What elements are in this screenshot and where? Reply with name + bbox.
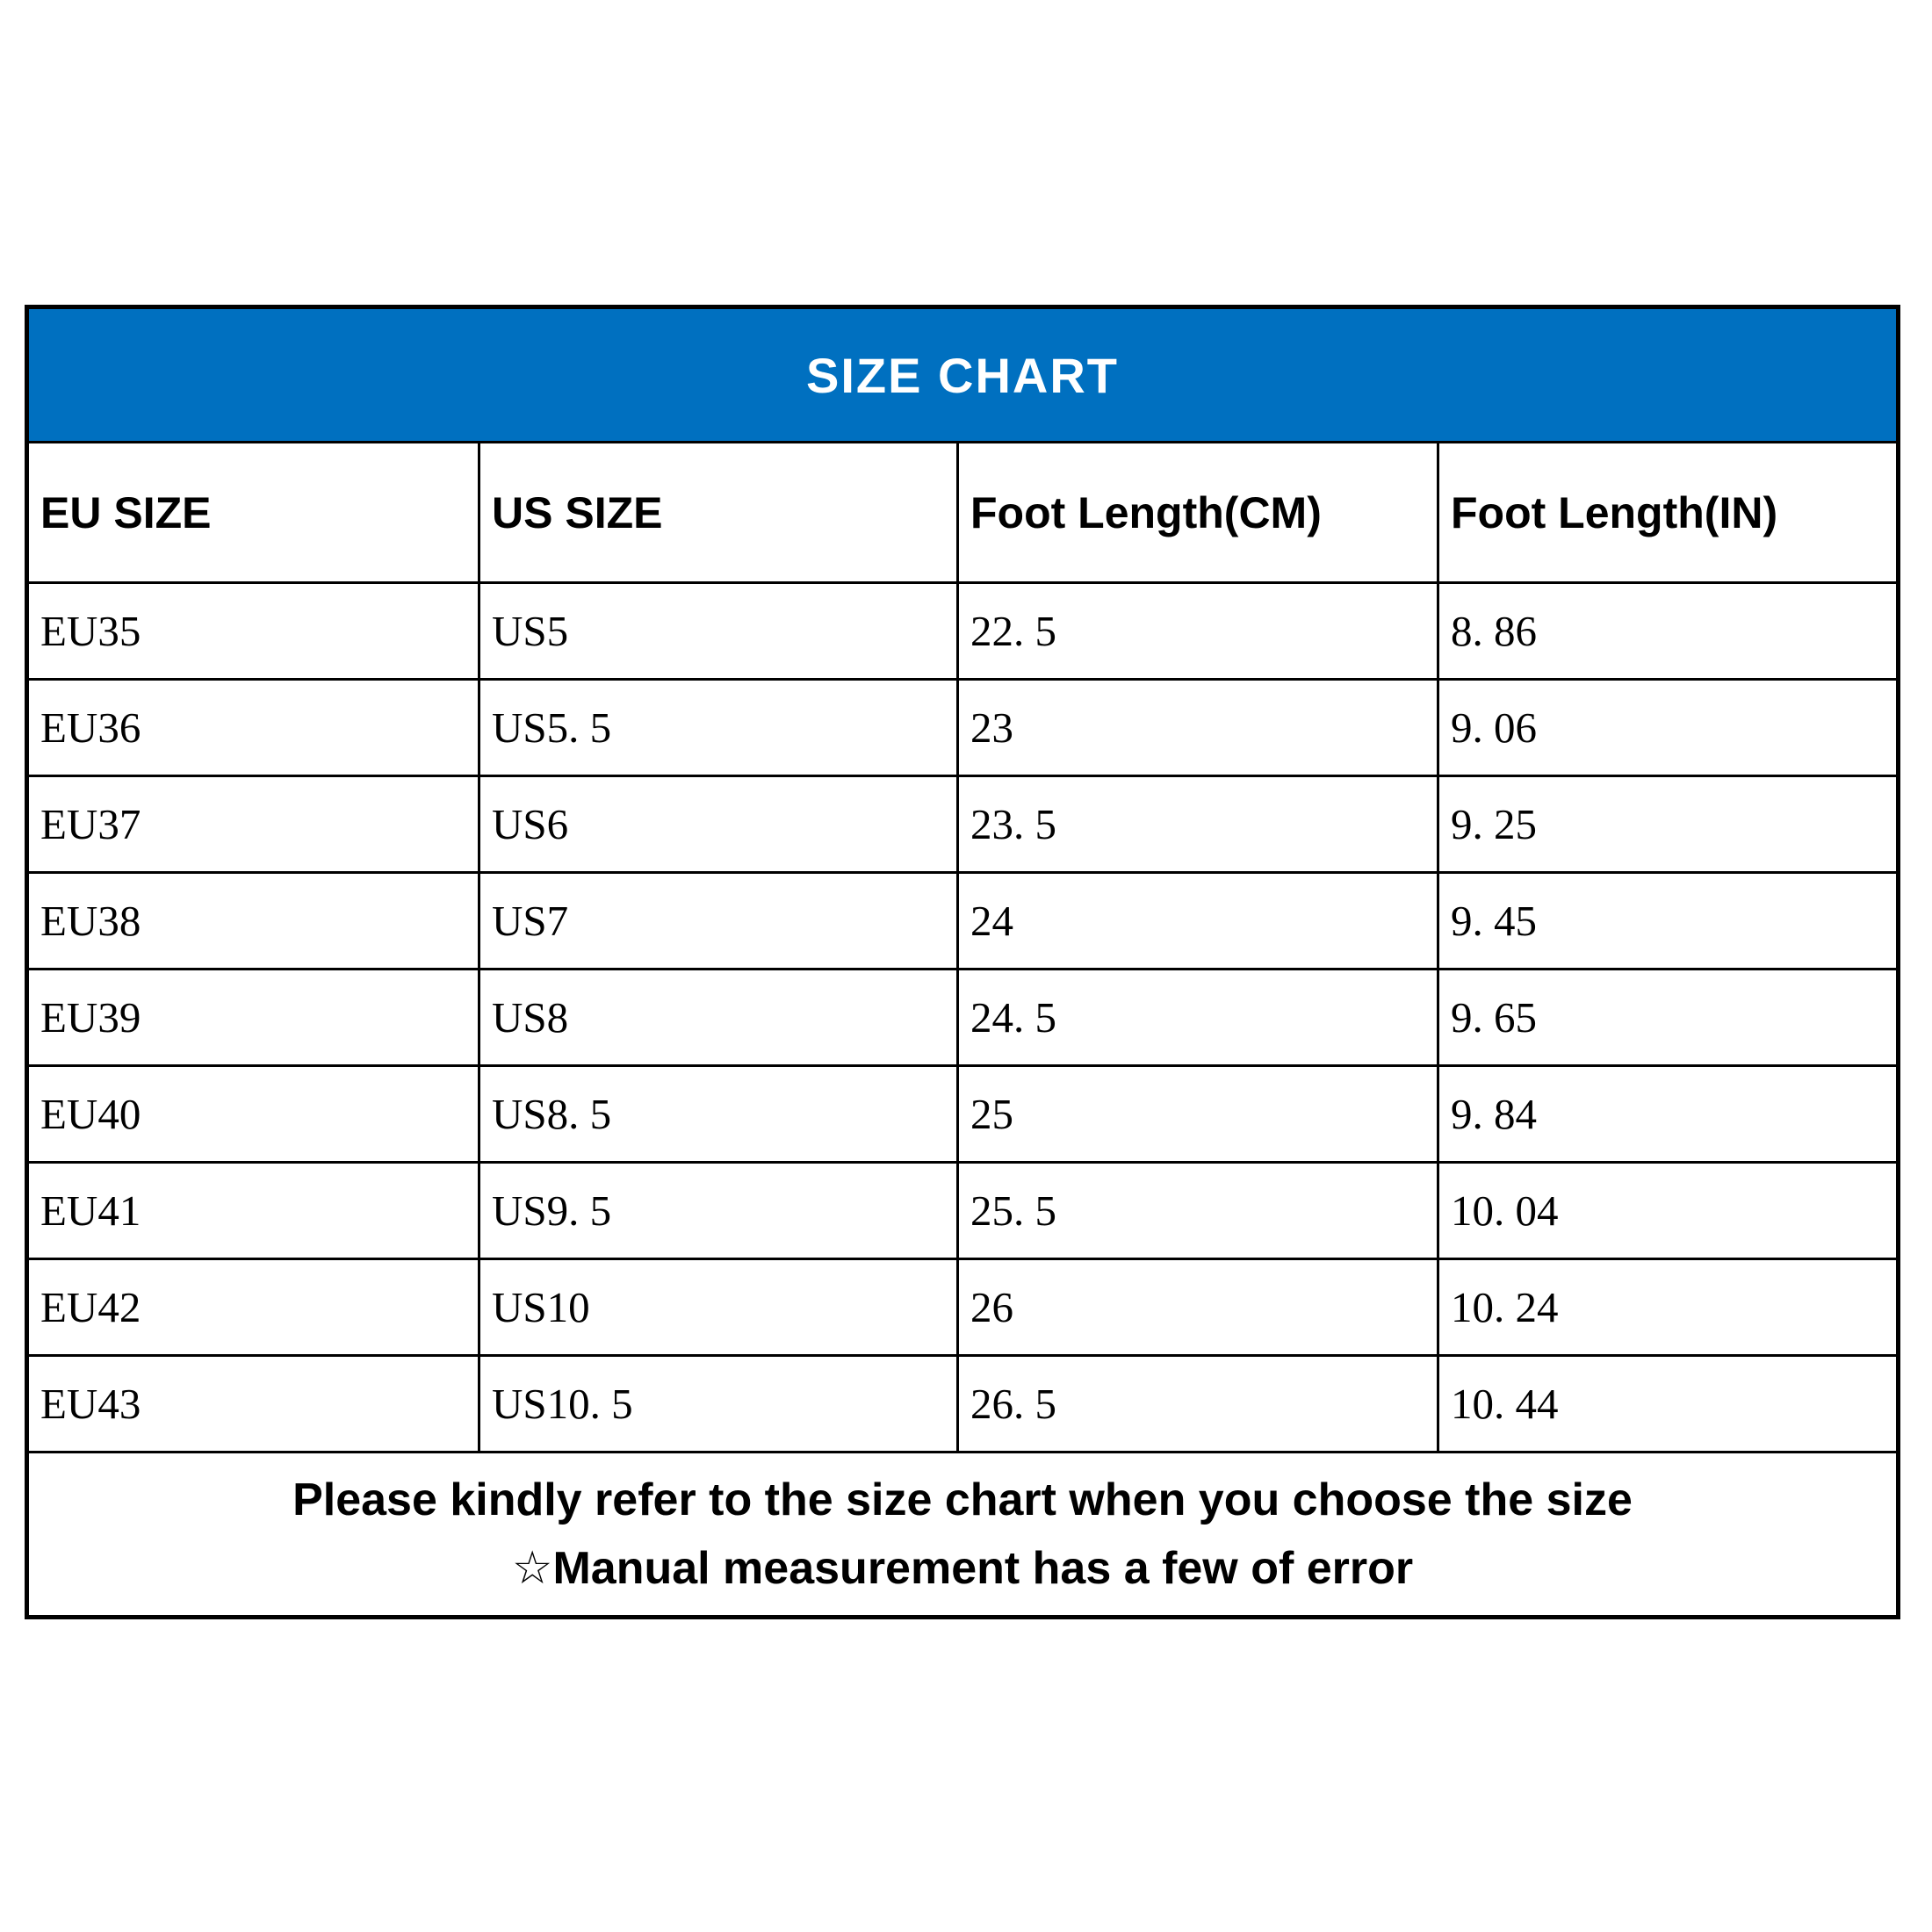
footer-line-2: ☆Manual measurement has a few of error	[511, 1543, 1414, 1594]
table-row: EU41 US9. 5 25. 5 10. 04	[29, 1164, 1896, 1260]
table-cell: EU39	[29, 970, 480, 1064]
table-cell: US10	[480, 1260, 959, 1354]
table-cell: US9. 5	[480, 1164, 959, 1258]
column-header-us-size: US SIZE	[480, 443, 959, 581]
table-cell: 23	[959, 681, 1439, 775]
footer-line-1: Please kindly refer to the size chart wh…	[292, 1474, 1633, 1525]
table-cell: 8. 86	[1451, 607, 1537, 655]
footer-note: Please kindly refer to the size chart wh…	[29, 1453, 1896, 1615]
table-cell: 25. 5	[959, 1164, 1439, 1258]
table-cell: US5. 5	[480, 681, 959, 775]
table-cell: EU42	[29, 1260, 480, 1354]
table-row: EU36 US5. 5 23 9. 06	[29, 681, 1896, 777]
table-cell: US8. 5	[480, 1067, 959, 1161]
table-cell: 10. 04	[1451, 1186, 1559, 1235]
table-cell: EU43	[29, 1357, 480, 1451]
table-cell: 25	[959, 1067, 1439, 1161]
table-cell: 9. 45	[1451, 897, 1537, 945]
table-row: EU40 US8. 5 25 9. 84	[29, 1067, 1896, 1164]
table-row: EU38 US7 24 9. 45	[29, 874, 1896, 970]
column-header-foot-length-cm: Foot Length(CM)	[959, 443, 1439, 581]
table-row: EU43 US10. 5 26. 5 10. 44	[29, 1357, 1896, 1453]
table-cell: 10. 44	[1451, 1380, 1559, 1428]
title-bar: SIZE CHART	[29, 309, 1896, 443]
page-title: SIZE CHART	[806, 347, 1119, 403]
table-cell: 23. 5	[959, 777, 1439, 871]
table-cell: 22. 5	[959, 584, 1439, 678]
table-cell: 9. 25	[1451, 800, 1537, 848]
table-cell: 26. 5	[959, 1357, 1439, 1451]
table-cell: US8	[480, 970, 959, 1064]
column-header-eu-size: EU SIZE	[29, 443, 480, 581]
table-row: EU39 US8 24. 5 9. 65	[29, 970, 1896, 1067]
table-cell: US5	[480, 584, 959, 678]
table-row: EU35 US5 22. 5 8. 86	[29, 584, 1896, 681]
table-cell: 24	[959, 874, 1439, 968]
table-cell: 10. 24	[1451, 1283, 1559, 1331]
table-cell: 9. 65	[1451, 993, 1537, 1042]
table-cell: EU38	[29, 874, 480, 968]
size-chart-table: SIZE CHART EU SIZE US SIZE Foot Length(C…	[25, 305, 1900, 1619]
table-row: EU37 US6 23. 5 9. 25	[29, 777, 1896, 874]
table-cell: EU41	[29, 1164, 480, 1258]
table-cell: US10. 5	[480, 1357, 959, 1451]
table-header-row: EU SIZE US SIZE Foot Length(CM) Foot Len…	[29, 443, 1896, 584]
table-cell: US7	[480, 874, 959, 968]
table-cell: EU40	[29, 1067, 480, 1161]
column-header-foot-length-in: Foot Length(IN)	[1451, 487, 1778, 537]
table-cell: US6	[480, 777, 959, 871]
table-row: EU42 US10 26 10. 24	[29, 1260, 1896, 1357]
table-cell: 24. 5	[959, 970, 1439, 1064]
table-cell: 9. 84	[1451, 1090, 1537, 1138]
table-cell: EU35	[29, 584, 480, 678]
table-cell: 26	[959, 1260, 1439, 1354]
table-cell: EU37	[29, 777, 480, 871]
table-cell: 9. 06	[1451, 703, 1537, 752]
table-cell: EU36	[29, 681, 480, 775]
table-body: EU35 US5 22. 5 8. 86 EU36 US5. 5 23 9. 06 EU37 US…	[29, 584, 1896, 1453]
